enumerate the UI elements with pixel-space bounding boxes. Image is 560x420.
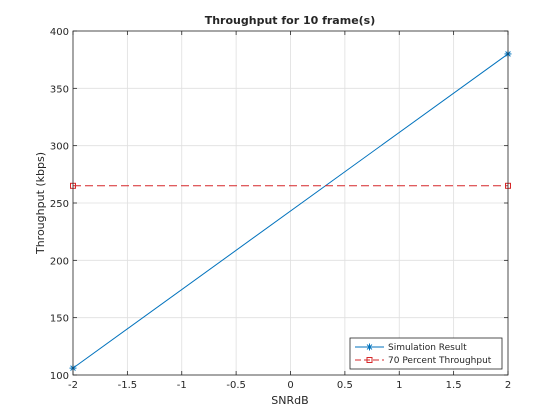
y-tick-label: 250 [50, 199, 69, 210]
y-tick-label: 200 [50, 256, 69, 267]
legend-label-1: 70 Percent Throughput [388, 356, 492, 366]
chart-title: Throughput for 10 frame(s) [205, 14, 376, 27]
x-tick-label: 0.5 [337, 380, 353, 391]
ticks: -2 -1.5 -1 -0.5 0 0.5 1 1.5 2 100 150 200 250 300 350 4… [50, 27, 511, 391]
legend-box [349, 337, 503, 370]
y-axis-label: Throughput (kbps) [34, 152, 47, 255]
series-line-0 [72, 53, 509, 369]
x-tick-label: 1 [396, 380, 402, 391]
x-tick-label: 1.5 [446, 380, 462, 391]
x-tick-label: -1.5 [118, 380, 138, 391]
x-tick-label: -2 [68, 380, 78, 391]
legend: Simulation Result 70 Percent Throughput [349, 337, 503, 370]
y-tick-label: 300 [50, 142, 69, 153]
x-tick-label: 0 [287, 380, 293, 391]
y-tick-label: 150 [50, 314, 69, 325]
x-tick-label: -0.5 [226, 380, 246, 391]
y-tick-label: 400 [50, 27, 69, 38]
y-tick-label: 350 [50, 84, 69, 95]
x-tick-label: -1 [177, 380, 187, 391]
x-tick-label: 2 [505, 380, 511, 391]
legend-marker-1 [366, 357, 373, 363]
legend-marker-0 [366, 343, 373, 351]
y-tick-label: 100 [50, 371, 69, 382]
x-axis-label: SNRdB [271, 394, 308, 407]
legend-label-0: Simulation Result [388, 343, 467, 353]
marker-stroke [366, 344, 373, 350]
